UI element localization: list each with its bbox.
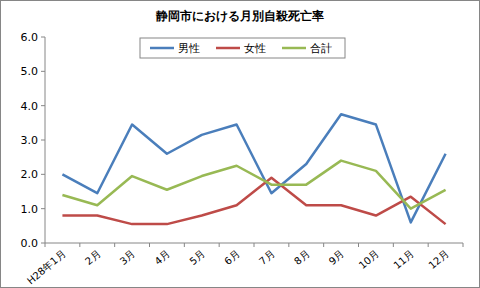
legend	[140, 38, 345, 58]
x-tick-label: 10月	[357, 248, 381, 271]
chart: 静岡市における月別自殺死亡率 0.0 1.0 2.0 3.0 4.0 5.0 6.0 H28年1…	[0, 0, 480, 288]
x-tick-label: 8月	[292, 248, 312, 267]
x-tick-label: 6月	[222, 248, 242, 267]
y-tick-label: 4.0	[21, 100, 39, 113]
x-tick-label: 2月	[83, 248, 103, 267]
x-tick-label: 9月	[327, 248, 347, 267]
y-tick	[41, 243, 45, 244]
x-tick	[428, 243, 429, 247]
y-tick-label: 1.0	[21, 203, 39, 216]
y-tick	[41, 208, 45, 209]
y-tick-label: 0.0	[21, 237, 39, 250]
x-tick	[393, 243, 394, 247]
frame	[1, 1, 480, 288]
x-tick	[114, 243, 115, 247]
title: 静岡市における月別自殺死亡率	[155, 9, 324, 23]
y-tick	[41, 105, 45, 106]
x-tick	[149, 243, 150, 247]
y-tick-label: 2.0	[21, 168, 39, 181]
legend-label: 合計	[310, 42, 332, 55]
x-tick	[358, 243, 359, 247]
x-tick	[288, 243, 289, 247]
y-tick	[41, 174, 45, 175]
x-tick-label: 7月	[257, 248, 277, 267]
x-tick-label: 4月	[153, 248, 173, 267]
x-tick	[184, 243, 185, 247]
y-axis	[45, 37, 46, 243]
legend-swatch	[282, 47, 306, 50]
x-tick-label: 5月	[187, 248, 207, 267]
y-tick	[41, 37, 45, 38]
x-tick	[45, 243, 46, 247]
legend-swatch	[216, 47, 240, 50]
legend-label: 女性	[244, 42, 266, 55]
legend-swatch	[150, 47, 174, 50]
plot	[62, 114, 445, 224]
x-tick-label: 12月	[426, 248, 450, 271]
legend-label: 男性	[178, 42, 200, 55]
series-line	[62, 114, 445, 222]
x-tick-label: 11月	[392, 248, 416, 271]
y-tick	[41, 140, 45, 141]
x-tick	[463, 243, 464, 247]
y-tick-label: 5.0	[21, 65, 39, 78]
y-tick-label: 6.0	[21, 31, 39, 44]
x-tick-label: H28年1月	[25, 248, 68, 286]
y-tick-label: 3.0	[21, 134, 39, 147]
x-tick	[79, 243, 80, 247]
y-tick	[41, 71, 45, 72]
x-tick	[219, 243, 220, 247]
x-tick-label: 3月	[118, 248, 138, 267]
x-tick	[323, 243, 324, 247]
x-tick	[254, 243, 255, 247]
series-line	[62, 161, 445, 209]
